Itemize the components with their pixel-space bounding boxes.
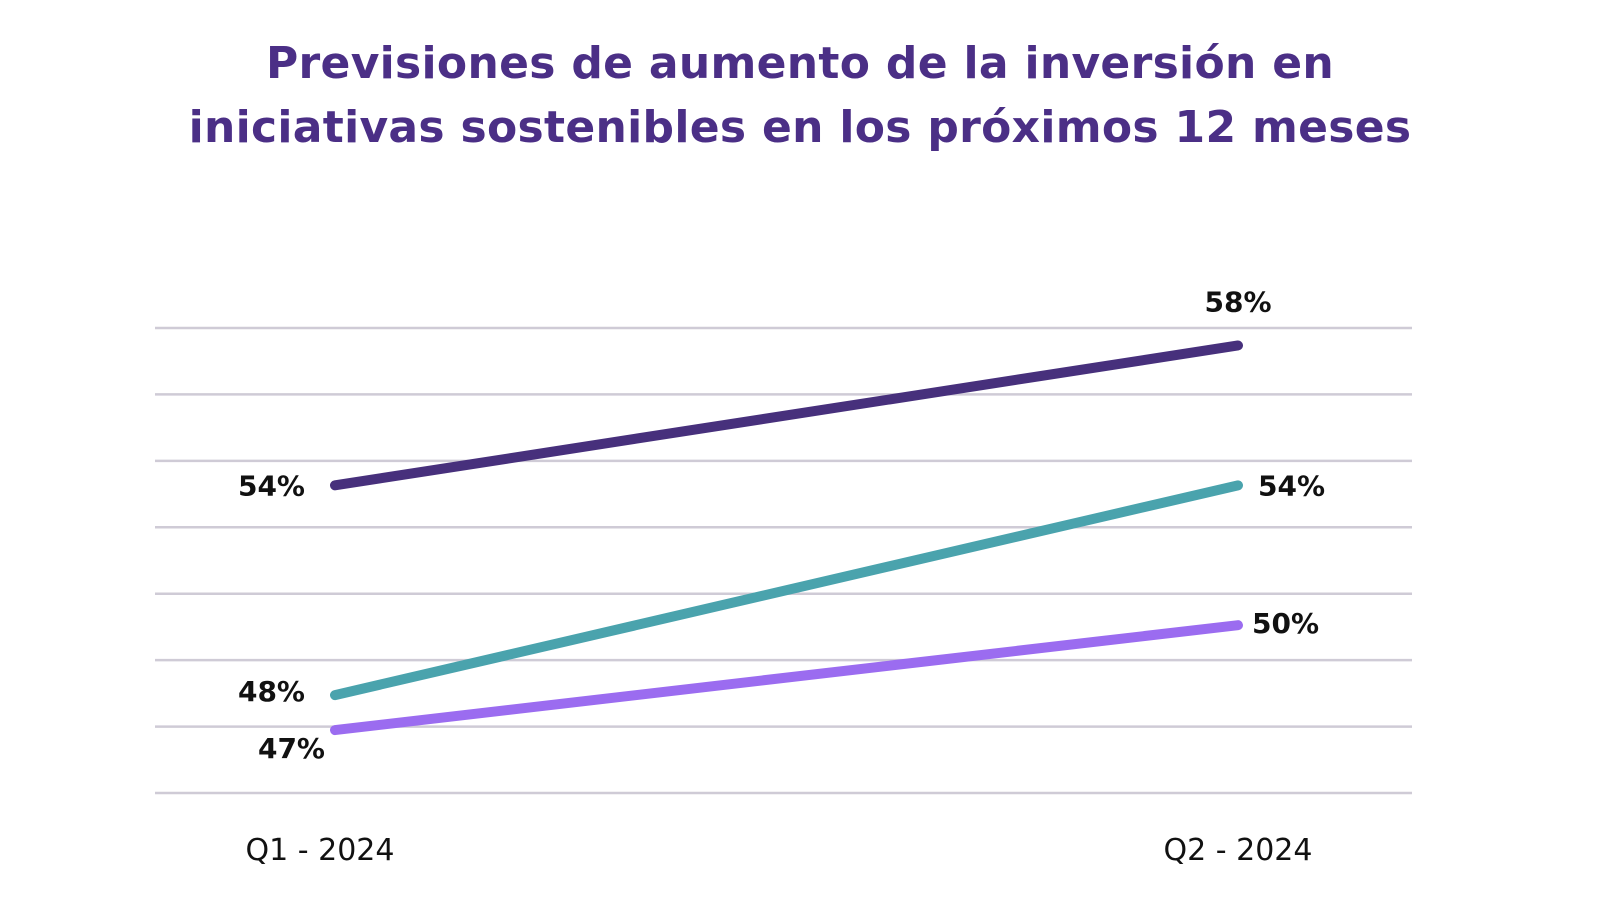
series-line-3 — [330, 620, 1243, 736]
data-label: 54% — [238, 469, 305, 502]
series-line-1 — [330, 340, 1243, 491]
chart-title-line-1: Previsiones de aumento de la inversión e… — [266, 38, 1334, 89]
chart-title: Previsiones de aumento de la inversión e… — [0, 32, 1600, 160]
data-labels: 54% 58% 48% 54% 47% 50% — [238, 285, 1325, 765]
data-label: 58% — [1204, 285, 1271, 318]
chart-title-line-2: iniciativas sostenibles en los próximos … — [188, 102, 1412, 153]
series-line-2 — [330, 480, 1243, 701]
series-lines — [330, 340, 1243, 736]
gridlines — [155, 326, 1412, 795]
data-label: 54% — [1258, 469, 1325, 502]
x-tick-label-q2: Q2 - 2024 — [1164, 833, 1313, 868]
data-label: 48% — [238, 675, 305, 708]
x-tick-label-q1: Q1 - 2024 — [246, 833, 395, 868]
data-label: 47% — [258, 732, 325, 765]
data-label: 50% — [1252, 607, 1319, 640]
